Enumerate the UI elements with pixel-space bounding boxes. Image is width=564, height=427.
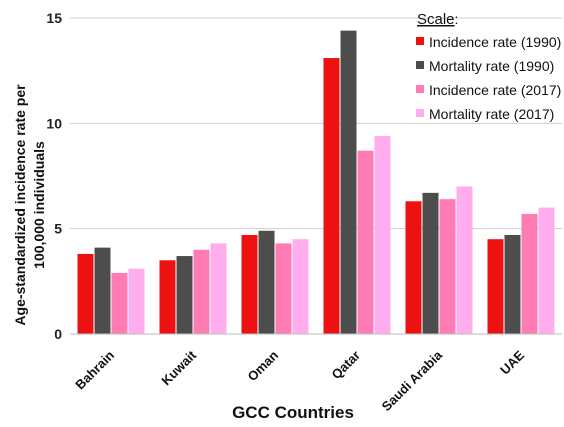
bar: [439, 199, 456, 334]
bar: [456, 186, 473, 334]
bar: [422, 192, 439, 334]
legend-item: Incidence rate (2017): [416, 82, 561, 98]
legend-title-suffix: :: [455, 11, 459, 27]
legend-label: Mortality rate (1990): [429, 58, 554, 74]
bar: [176, 256, 193, 334]
x-tick-label: Oman: [244, 347, 281, 384]
bar: [504, 234, 521, 334]
bar: [77, 253, 94, 334]
legend-label: Mortality rate (2017): [429, 106, 554, 122]
y-axis-ticks: 0 5 10 15: [46, 10, 62, 342]
bar-group: [323, 30, 391, 334]
bar: [340, 30, 357, 334]
bar: [275, 243, 292, 334]
legend-swatch: [416, 37, 424, 45]
x-tick-label: Saudi Arabia: [379, 347, 446, 414]
y-tick-label: 10: [46, 115, 62, 131]
legend-swatch: [416, 61, 424, 69]
bar-group: [405, 186, 473, 334]
legend-label: Incidence rate (1990): [429, 34, 561, 50]
bar: [258, 230, 275, 334]
legend: Scale: Incidence rate (1990) Mortality ra…: [416, 11, 561, 122]
bar: [405, 201, 422, 334]
legend-label: Incidence rate (2017): [429, 82, 561, 98]
bar: [241, 234, 258, 334]
bar: [538, 207, 555, 334]
legend-title: Scale:: [417, 11, 458, 28]
x-tick-label: UAE: [497, 347, 527, 377]
bar: [159, 260, 176, 334]
bar: [128, 268, 145, 334]
x-tick-label: Qatar: [328, 348, 363, 383]
x-tick-label: Bahrain: [72, 347, 117, 392]
bar: [94, 247, 111, 334]
bar-group: [159, 243, 227, 334]
legend-swatch: [416, 85, 424, 93]
bar: [487, 239, 504, 334]
x-axis-label: GCC Countries: [232, 403, 354, 422]
bar: [193, 249, 210, 334]
bar: [374, 135, 391, 334]
gridlines: [70, 17, 562, 230]
bar-group: [487, 207, 555, 334]
y-tick-label: 5: [54, 221, 62, 237]
bar-group: [77, 247, 145, 334]
y-tick-label: 15: [46, 10, 62, 26]
y-tick-label: 0: [54, 326, 62, 342]
bar: [521, 213, 538, 334]
legend-title-text: Scale: [417, 11, 455, 28]
y-axis-label-line1: Age-standardized incidence rate per: [12, 84, 28, 326]
bar-groups: [77, 30, 555, 334]
legend-swatch: [416, 109, 424, 117]
legend-item: Incidence rate (1990): [416, 34, 561, 50]
bar: [292, 239, 309, 334]
bar: [111, 272, 128, 334]
legend-item: Mortality rate (2017): [416, 106, 554, 122]
bar-group: [241, 230, 309, 334]
x-tick-label: Kuwait: [158, 347, 199, 388]
bar: [323, 58, 340, 334]
bar: [210, 243, 227, 334]
y-axis-label-line2: 100,000 individuals: [31, 141, 47, 269]
bar: [357, 150, 374, 334]
legend-item: Mortality rate (1990): [416, 58, 554, 74]
